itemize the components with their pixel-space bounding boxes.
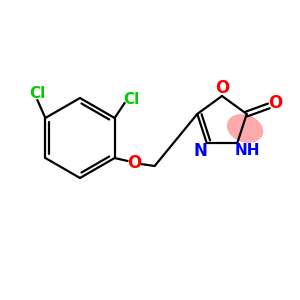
Text: O: O xyxy=(268,94,283,112)
Text: Cl: Cl xyxy=(29,86,46,101)
Text: O: O xyxy=(215,79,229,97)
Text: O: O xyxy=(128,154,142,172)
Text: Cl: Cl xyxy=(124,92,140,106)
Text: NH: NH xyxy=(235,142,260,158)
Text: N: N xyxy=(194,142,208,160)
Ellipse shape xyxy=(227,115,262,142)
